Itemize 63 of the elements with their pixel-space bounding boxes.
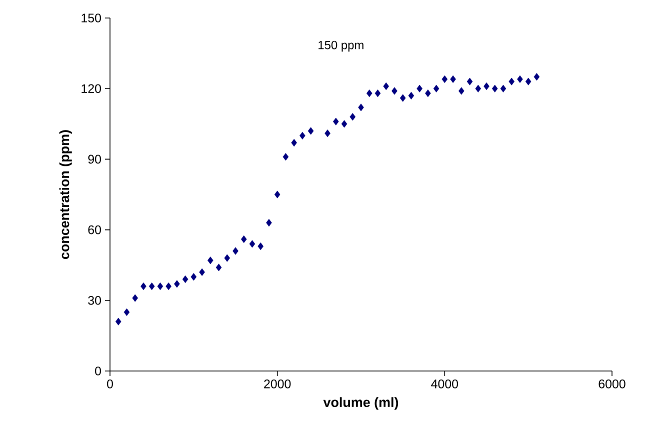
point <box>232 247 238 255</box>
point <box>216 264 222 272</box>
point <box>300 132 306 140</box>
point <box>433 84 440 92</box>
point <box>199 268 205 276</box>
point <box>208 256 214 264</box>
point <box>500 84 506 92</box>
y-tick-label: 120 <box>82 84 101 94</box>
point <box>166 282 172 290</box>
point <box>333 118 339 126</box>
point <box>324 130 330 138</box>
x-axis-title: volume (ml) <box>323 397 398 410</box>
point <box>466 78 473 86</box>
point <box>258 242 264 250</box>
point <box>534 73 540 81</box>
point <box>291 138 297 147</box>
point <box>366 90 372 98</box>
point <box>492 84 498 92</box>
y-tick-label: 0 <box>95 366 101 376</box>
point <box>148 282 155 290</box>
point <box>115 318 122 326</box>
point <box>484 82 490 90</box>
point <box>400 94 406 102</box>
point <box>132 294 138 302</box>
x-tick-label: 0 <box>107 380 113 388</box>
point <box>157 282 164 290</box>
y-axis-title: concentration (ppm) <box>59 130 72 259</box>
point <box>266 218 272 227</box>
point <box>240 235 247 243</box>
point <box>383 82 389 90</box>
point <box>374 90 381 98</box>
y-tick-label: 60 <box>88 225 101 234</box>
point <box>274 190 280 198</box>
x-tick-label: 2000 <box>264 380 291 388</box>
point <box>308 127 314 135</box>
annotation: 150 ppm <box>318 40 364 52</box>
point <box>392 87 398 95</box>
point <box>475 84 482 92</box>
y-tick-label: 90 <box>88 154 101 164</box>
point <box>174 280 180 288</box>
point <box>282 153 289 161</box>
point <box>190 273 197 281</box>
y-tick-label: 30 <box>88 296 101 305</box>
point <box>458 87 464 95</box>
point <box>350 113 356 121</box>
point <box>124 308 130 316</box>
point <box>508 78 514 86</box>
x-tick-label: 4000 <box>431 380 458 388</box>
point <box>182 275 188 284</box>
y-tick-label: 150 <box>82 14 101 22</box>
point <box>442 75 448 83</box>
point <box>450 75 456 83</box>
point <box>140 282 146 290</box>
x-tick-label: 6000 <box>598 380 626 388</box>
point <box>249 240 256 248</box>
point <box>358 104 364 112</box>
point <box>416 84 422 92</box>
point <box>525 78 532 86</box>
point <box>341 120 348 128</box>
point <box>517 75 523 83</box>
point <box>408 92 414 100</box>
point <box>224 254 230 262</box>
point <box>425 90 431 98</box>
